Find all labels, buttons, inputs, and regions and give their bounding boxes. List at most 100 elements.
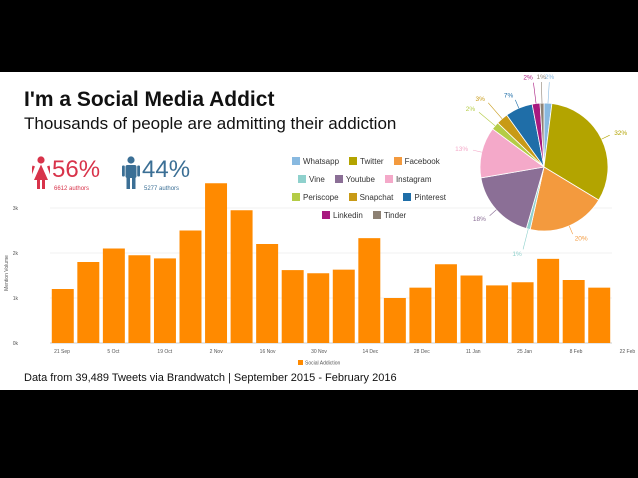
bar <box>51 289 74 343</box>
legend-label: Vine <box>309 174 325 184</box>
legend-swatch <box>349 157 358 165</box>
y-tick-label: 1k <box>13 296 19 302</box>
legend-item-tinder: Tinder <box>372 210 407 220</box>
pie-value-label: 13% <box>455 146 468 153</box>
x-tick-label: 16 Nov <box>260 349 276 355</box>
legend-item-snapchat: Snapchat <box>348 192 394 202</box>
legend-label: Twitter <box>360 156 384 166</box>
pie-value-label: 1% <box>536 74 546 81</box>
series-legend-swatch <box>298 360 303 365</box>
bar <box>409 287 432 343</box>
pie-value-label: 3% <box>476 96 486 103</box>
pie-leader-line <box>522 228 529 250</box>
legend-label: Facebook <box>404 156 440 166</box>
bar <box>230 210 253 343</box>
x-tick-label: 28 Dec <box>414 349 430 355</box>
x-tick-label: 19 Oct <box>157 349 172 355</box>
legend-label: Linkedin <box>333 210 363 220</box>
pie-value-label: 2% <box>523 75 533 82</box>
bar <box>153 258 176 343</box>
x-tick-label: 22 Feb <box>620 349 636 355</box>
legend-swatch <box>292 193 300 201</box>
bar <box>179 230 202 343</box>
pie-leader-line <box>489 209 497 216</box>
x-tick-label: 21 Sep <box>54 349 70 355</box>
legend-label: Snapchat <box>359 192 394 202</box>
legend-item-youtube: Youtube <box>334 174 375 184</box>
pie-leader-line <box>515 99 520 109</box>
bar <box>511 282 534 343</box>
legend-item-whatsapp: Whatsapp <box>292 157 339 166</box>
x-tick-label: 14 Dec <box>362 349 378 355</box>
legend-label: Tinder <box>383 210 407 220</box>
bar <box>256 244 279 343</box>
legend-swatch <box>348 193 357 201</box>
female-icon <box>32 156 50 189</box>
legend-item-pinterest: Pinterest <box>403 193 446 202</box>
bar <box>588 287 611 343</box>
x-tick-label: 5 Oct <box>107 349 120 355</box>
legend-item-linkedin: Linkedin <box>322 211 363 220</box>
pie-value-label: 1% <box>512 251 522 258</box>
legend-item-vine: Vine <box>298 175 325 184</box>
pie-value-label: 7% <box>504 92 514 99</box>
bar <box>358 238 381 343</box>
pie-leader-line <box>601 134 610 140</box>
pie-legend: Whatsapp Twitter Facebook Vine Youtube I… <box>292 152 462 224</box>
pie-leader-line <box>568 225 573 235</box>
bar <box>434 264 457 343</box>
x-tick-label: 8 Feb <box>570 349 583 355</box>
pie-value-label: 18% <box>473 216 486 223</box>
pie-leader-line <box>472 149 482 153</box>
bar <box>537 258 560 343</box>
bar <box>307 273 330 343</box>
male-icon <box>122 156 140 189</box>
bar <box>281 270 304 343</box>
x-tick-label: 25 Jan <box>517 349 532 355</box>
legend-label: Instagram <box>395 174 432 184</box>
legend-swatch <box>384 175 393 183</box>
legend-swatch <box>322 211 330 219</box>
pie-value-label: 32% <box>614 130 627 137</box>
pie-value-label: 20% <box>575 236 588 243</box>
bar <box>102 248 125 343</box>
bar <box>77 262 100 343</box>
legend-label: Whatsapp <box>303 156 340 166</box>
legend-item-twitter: Twitter <box>349 157 384 166</box>
bottom-band <box>0 390 638 478</box>
bar <box>332 269 355 343</box>
legend-label: Periscope <box>303 192 339 202</box>
slide: I'm a Social Media Addict Thousands of p… <box>0 72 638 390</box>
bar <box>205 183 228 343</box>
bar <box>128 255 151 343</box>
legend-swatch <box>393 157 402 165</box>
x-tick-label: 30 Nov <box>311 349 327 355</box>
male-authors: 5277 authors <box>144 186 180 192</box>
pie-leader-line <box>547 82 550 104</box>
y-tick-label: 3k <box>13 206 19 212</box>
bar <box>486 285 509 343</box>
legend-swatch <box>298 175 306 183</box>
legend-swatch <box>403 193 412 201</box>
bar <box>460 275 483 343</box>
legend-label: Youtube <box>345 174 375 184</box>
legend-swatch <box>334 175 343 183</box>
x-tick-label: 11 Jan <box>466 349 481 355</box>
legend-swatch <box>372 211 381 219</box>
pie-slice-twitter <box>543 103 609 201</box>
y-tick-label: 0k <box>13 341 19 347</box>
bar <box>383 298 406 343</box>
pie-leader-line <box>488 102 503 119</box>
legend-label: Pinterest <box>414 192 446 202</box>
legend-item-facebook: Facebook <box>393 156 440 166</box>
pie-leader-line <box>533 82 537 104</box>
pie-chart: 2%32%20%1%18%13%2%3%7%2% 1% <box>455 74 627 258</box>
series-legend-label: Social Addiction <box>305 361 341 367</box>
pie-leader-line <box>541 82 543 104</box>
legend-item-instagram: Instagram <box>384 174 432 184</box>
female-authors: 6612 authors <box>54 186 90 192</box>
legend-item-periscope: Periscope <box>292 193 339 202</box>
female-percent: 56% <box>52 156 101 183</box>
male-percent: 44% <box>142 156 191 183</box>
y-tick-label: 2k <box>13 251 19 257</box>
